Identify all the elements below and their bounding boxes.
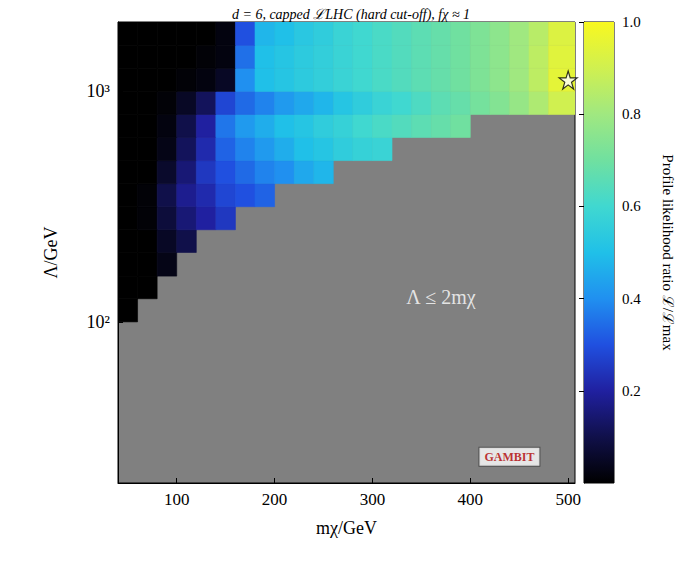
- svg-text:Λ ≤ 2mχ: Λ ≤ 2mχ: [406, 286, 476, 309]
- svg-text:1.0: 1.0: [622, 14, 641, 30]
- svg-text:GAMBIT: GAMBIT: [484, 450, 534, 464]
- svg-text:d = 6, capped ℒLHC (hard cut-o: d = 6, capped ℒLHC (hard cut-off), fχ ≈ …: [232, 7, 470, 23]
- svg-text:mχ/GeV: mχ/GeV: [316, 518, 377, 538]
- svg-text:0.8: 0.8: [622, 106, 641, 122]
- svg-text:0.2: 0.2: [622, 383, 641, 399]
- svg-text:0.6: 0.6: [622, 198, 641, 214]
- svg-text:400: 400: [458, 490, 484, 509]
- svg-text:200: 200: [262, 490, 288, 509]
- svg-text:Λ/GeV: Λ/GeV: [41, 226, 61, 278]
- svg-text:Profile likelihood ratio ℒ/ℒma: Profile likelihood ratio ℒ/ℒmax: [660, 154, 676, 351]
- svg-text:300: 300: [360, 490, 386, 509]
- svg-text:0.4: 0.4: [622, 291, 641, 307]
- svg-text:10²: 10²: [87, 312, 110, 332]
- svg-text:10³: 10³: [87, 81, 111, 101]
- svg-text:500: 500: [555, 490, 581, 509]
- svg-text:100: 100: [164, 490, 190, 509]
